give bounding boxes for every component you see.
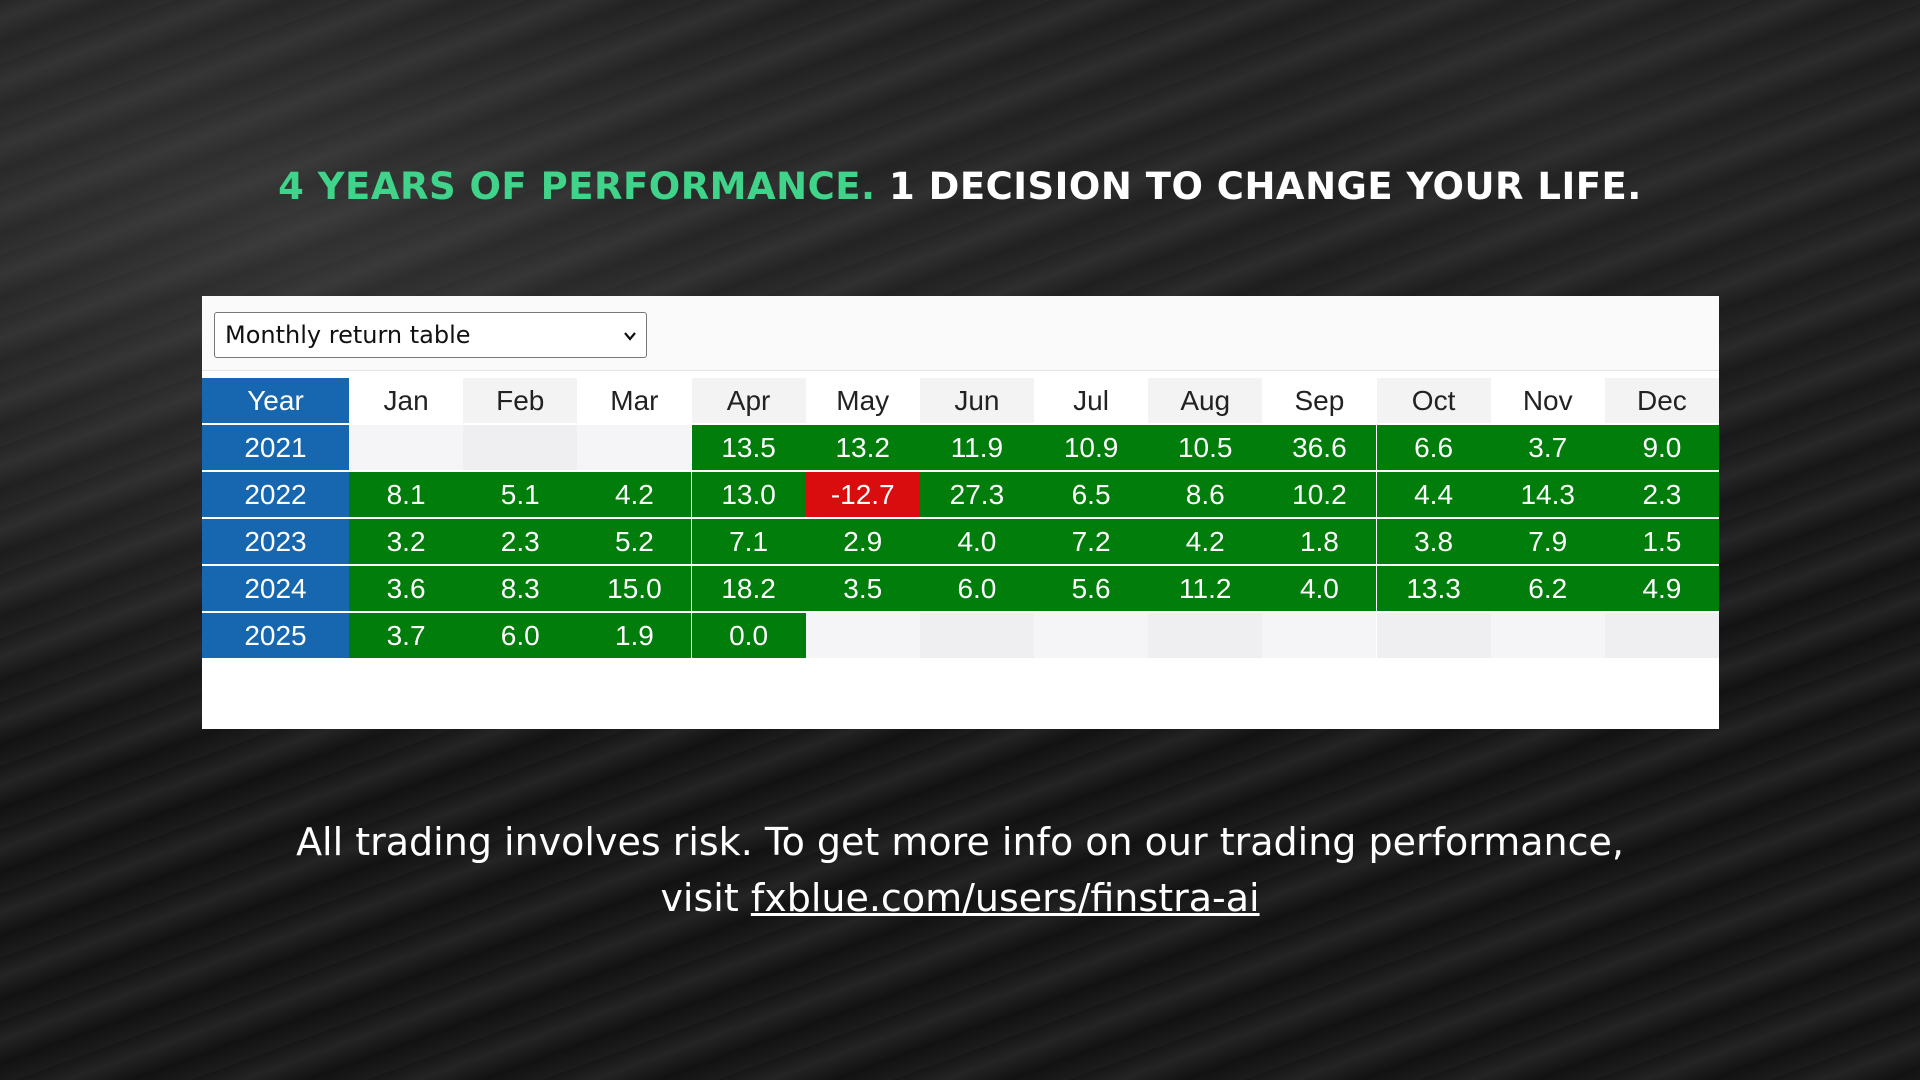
empty-cell: [349, 425, 464, 472]
return-cell: 6.0: [919, 566, 1034, 613]
return-cell: 3.2: [349, 519, 464, 566]
return-cell: 6.0: [463, 613, 578, 660]
performance-link[interactable]: fxblue.com/users/finstra-ai: [750, 876, 1260, 920]
return-cell: 4.9: [1604, 566, 1719, 613]
year-cell: 2024: [202, 566, 349, 613]
return-cell: 11.9: [919, 425, 1034, 472]
table-panel: Monthly return table Year Jan Feb Mar Apr May…: [202, 296, 1719, 729]
return-cell: 9.0: [1604, 425, 1719, 472]
return-cell: 13.0: [691, 472, 806, 519]
empty-cell: [805, 613, 920, 660]
month-header: Dec: [1604, 378, 1719, 425]
return-cell: 3.7: [1490, 425, 1605, 472]
return-cell: 4.2: [577, 472, 692, 519]
headline-highlight: 4 YEARS OF PERFORMANCE.: [278, 165, 876, 208]
return-cell: 4.2: [1148, 519, 1263, 566]
year-cell: 2023: [202, 519, 349, 566]
year-cell: 2025: [202, 613, 349, 660]
empty-cell: [1034, 613, 1149, 660]
month-header: Aug: [1148, 378, 1263, 425]
select-arrow: [624, 332, 636, 341]
month-header: Jul: [1034, 378, 1149, 425]
return-cell: 14.3: [1490, 472, 1605, 519]
return-cell: 11.2: [1148, 566, 1263, 613]
return-cell: 1.5: [1604, 519, 1719, 566]
headline: 4 YEARS OF PERFORMANCE. 1 DECISION TO CH…: [0, 165, 1920, 208]
return-cell: 7.1: [691, 519, 806, 566]
return-cell: 5.1: [463, 472, 578, 519]
year-header: Year: [202, 378, 349, 425]
headline-rest: 1 DECISION TO CHANGE YOUR LIFE.: [888, 165, 1642, 208]
return-cell: 18.2: [691, 566, 806, 613]
return-cell: 8.1: [349, 472, 464, 519]
return-cell: 1.8: [1262, 519, 1377, 566]
return-cell: 3.5: [805, 566, 920, 613]
year-cell: 2022: [202, 472, 349, 519]
return-cell: 36.6: [1262, 425, 1377, 472]
empty-cell: [1604, 613, 1719, 660]
month-header: Oct: [1376, 378, 1491, 425]
return-cell: 10.2: [1262, 472, 1377, 519]
empty-cell: [1262, 613, 1377, 660]
empty-cell: [919, 613, 1034, 660]
return-cell: 7.9: [1490, 519, 1605, 566]
return-cell: 0.0: [691, 613, 806, 660]
return-cell: -12.7: [805, 472, 920, 519]
month-header: Sep: [1262, 378, 1377, 425]
empty-cell: [1490, 613, 1605, 660]
return-cell: 6.6: [1376, 425, 1491, 472]
month-header: Mar: [577, 378, 692, 425]
return-cell: 2.9: [805, 519, 920, 566]
year-cell: 2021: [202, 425, 349, 472]
return-cell: 5.2: [577, 519, 692, 566]
month-header: Jun: [919, 378, 1034, 425]
visit-line: visit fxblue.com/users/finstra-ai: [0, 876, 1920, 920]
month-header: Nov: [1490, 378, 1605, 425]
empty-cell: [1148, 613, 1263, 660]
return-cell: 10.9: [1034, 425, 1149, 472]
return-cell: 4.0: [919, 519, 1034, 566]
return-cell: 3.6: [349, 566, 464, 613]
return-cell: 13.5: [691, 425, 806, 472]
return-cell: 3.7: [349, 613, 464, 660]
return-cell: 3.8: [1376, 519, 1491, 566]
return-cell: 1.9: [577, 613, 692, 660]
month-header: Jan: [349, 378, 464, 425]
return-cell: 5.6: [1034, 566, 1149, 613]
return-cell: 7.2: [1034, 519, 1149, 566]
panel-toolbar: Monthly return table: [202, 296, 1719, 371]
return-cell: 4.4: [1376, 472, 1491, 519]
empty-cell: [1376, 613, 1491, 660]
visit-text: visit: [660, 876, 739, 920]
return-cell: 8.6: [1148, 472, 1263, 519]
select-value: Monthly return table: [225, 321, 471, 349]
empty-cell: [463, 425, 578, 472]
month-header: May: [805, 378, 920, 425]
empty-cell: [577, 425, 692, 472]
return-cell: 27.3: [919, 472, 1034, 519]
return-cell: 8.3: [463, 566, 578, 613]
return-cell: 15.0: [577, 566, 692, 613]
return-cell: 2.3: [1604, 472, 1719, 519]
return-cell: 13.2: [805, 425, 920, 472]
return-cell: 2.3: [463, 519, 578, 566]
return-cell: 6.5: [1034, 472, 1149, 519]
return-cell: 4.0: [1262, 566, 1377, 613]
return-cell: 13.3: [1376, 566, 1491, 613]
return-cell: 10.5: [1148, 425, 1263, 472]
return-cell: 6.2: [1490, 566, 1605, 613]
month-header: Apr: [691, 378, 806, 425]
month-header: Feb: [463, 378, 578, 425]
table-select[interactable]: Monthly return table: [214, 312, 647, 358]
disclaimer: All trading involves risk. To get more i…: [296, 820, 1624, 864]
